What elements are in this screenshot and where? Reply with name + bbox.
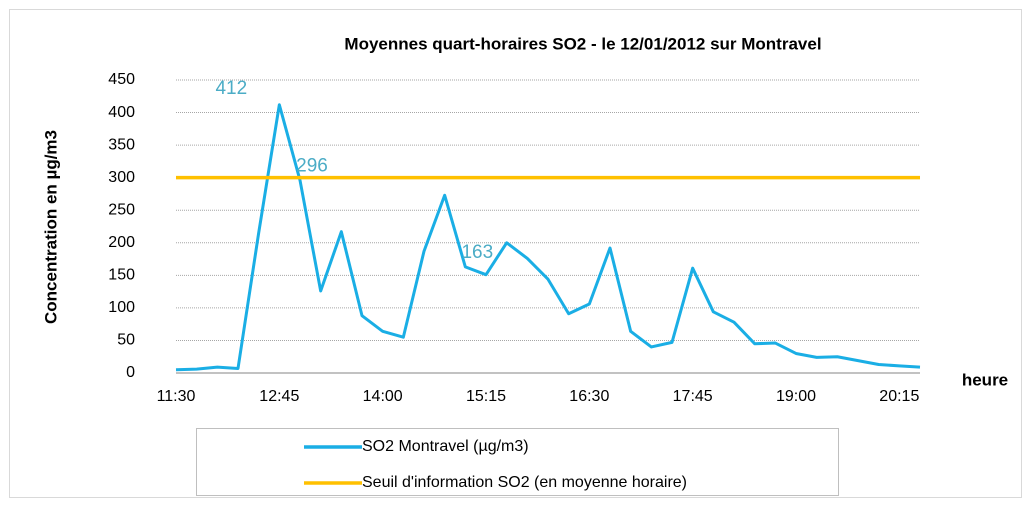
y-axis-label: Concentration en µg/m3	[41, 130, 60, 324]
data-label: 296	[296, 155, 328, 176]
x-axis-label: heure	[962, 370, 1008, 389]
y-tick-label: 350	[108, 136, 135, 153]
y-tick-label: 400	[108, 104, 135, 121]
chart-frame	[9, 9, 1022, 498]
y-tick-label: 300	[108, 169, 135, 186]
y-tick-label: 450	[108, 71, 135, 88]
y-tick-label: 100	[108, 299, 135, 316]
x-tick-label: 16:30	[569, 388, 609, 405]
y-tick-label: 200	[108, 234, 135, 251]
x-tick-label: 14:00	[363, 388, 403, 405]
x-tick-label: 12:45	[259, 388, 299, 405]
y-tick-label: 50	[117, 332, 135, 349]
y-tick-label: 0	[126, 364, 135, 381]
series-line	[175, 103, 921, 372]
legend-label: SO2 Montravel (µg/m3)	[362, 438, 529, 455]
data-label: 412	[215, 78, 247, 99]
legend-label: Seuil d'information SO2 (en moyenne hora…	[362, 474, 687, 491]
x-tick-label: 19:00	[776, 388, 816, 405]
data-label: 163	[461, 242, 493, 263]
x-tick-label: 15:15	[466, 388, 506, 405]
x-tick-label: 20:15	[879, 388, 919, 405]
chart-title: Moyennes quart-horaires SO2 - le 12/01/2…	[344, 34, 821, 53]
x-tick-label: 11:30	[157, 388, 196, 405]
x-tick-label: 17:45	[673, 388, 713, 405]
y-tick-label: 250	[108, 201, 135, 218]
y-tick-label: 150	[108, 267, 135, 284]
legend	[196, 428, 839, 496]
